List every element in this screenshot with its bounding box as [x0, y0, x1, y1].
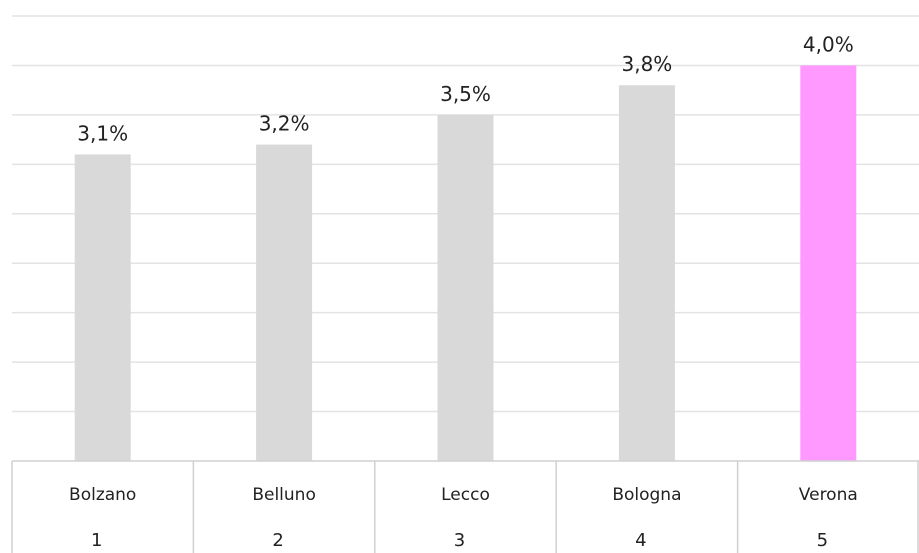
- bar-bolzano: [74, 154, 131, 461]
- rank-label: 4: [635, 530, 646, 551]
- bar-verona: [800, 65, 857, 461]
- category-label: Belluno: [252, 485, 316, 505]
- category-label: Lecco: [441, 485, 490, 505]
- category-label: Bolzano: [69, 485, 136, 505]
- data-label: 3,2%: [259, 112, 310, 136]
- rank-label: 1: [91, 530, 102, 551]
- value-labels: 3,1% 3,2% 3,5% 3,8% 4,0%: [77, 32, 853, 145]
- rank-label: 3: [454, 530, 465, 551]
- rank-label: 5: [817, 530, 828, 551]
- bars: [74, 65, 857, 462]
- bar-bologna: [618, 85, 675, 461]
- category-table: [11, 460, 919, 553]
- bar-lecco: [437, 114, 494, 461]
- category-label: Verona: [799, 485, 858, 505]
- rank-label: 2: [272, 530, 283, 551]
- bar-belluno: [256, 144, 313, 462]
- category-labels: Bolzano 1 Belluno 2 Lecco 3 Bologna 4 Verona 5: [69, 485, 858, 551]
- data-label: 3,1%: [77, 121, 128, 145]
- data-label: 3,8%: [621, 52, 672, 76]
- category-label: Bologna: [612, 485, 681, 505]
- data-label: 3,5%: [440, 82, 491, 106]
- data-label: 4,0%: [803, 32, 854, 56]
